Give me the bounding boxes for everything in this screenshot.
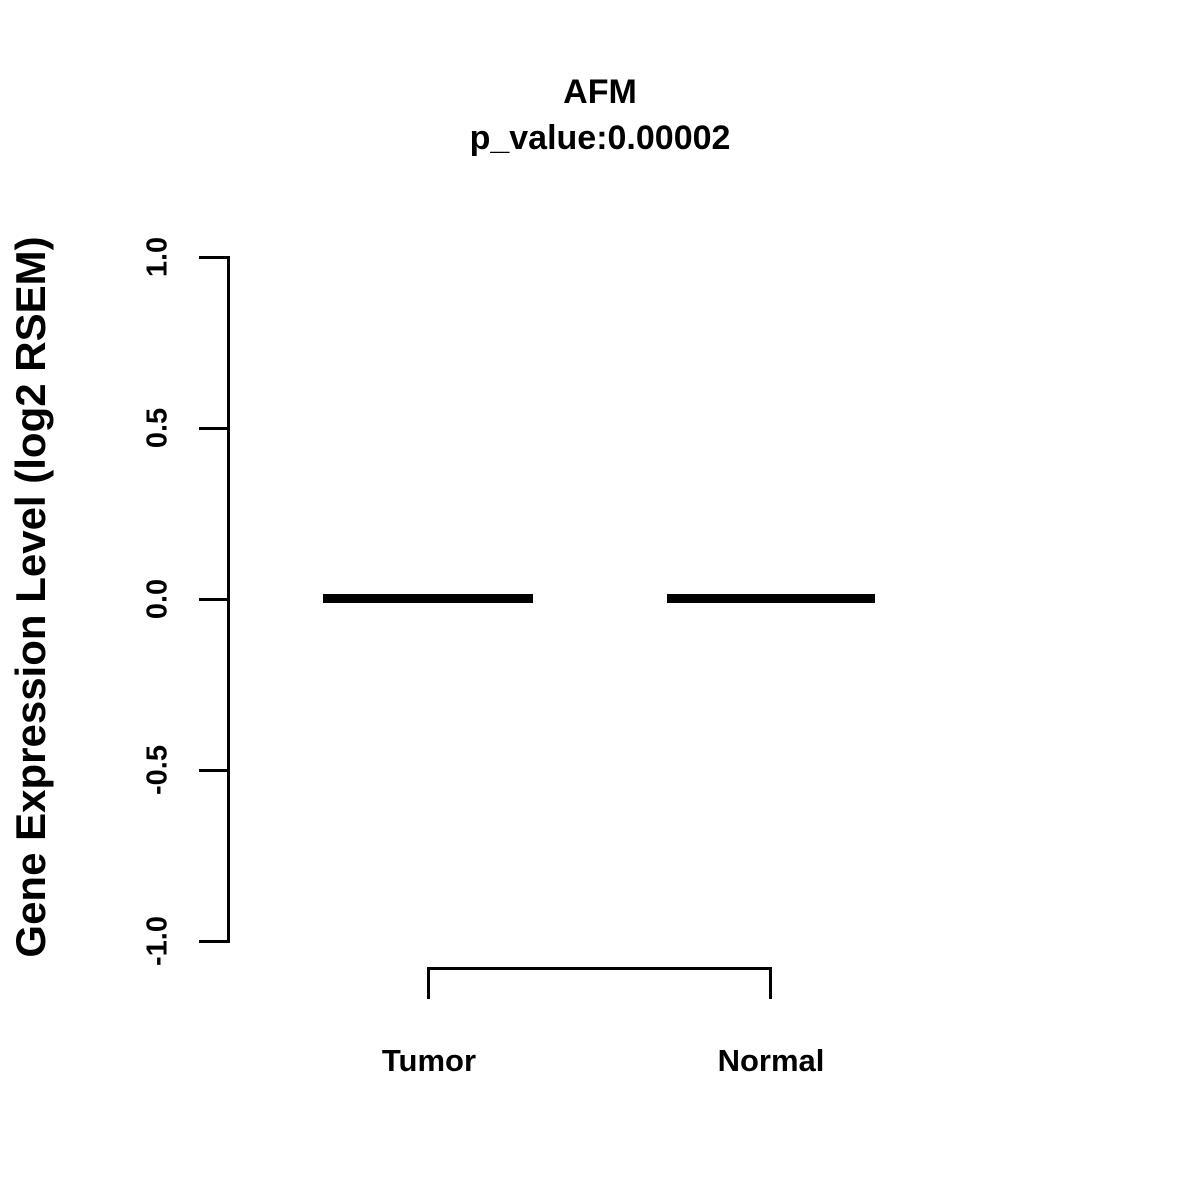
chart-title: AFM: [563, 73, 637, 111]
y-tick-label: 0.5: [141, 407, 174, 449]
y-tick-mark: [199, 256, 229, 259]
y-tick-label: -1.0: [141, 916, 174, 966]
y-tick-mark: [199, 598, 229, 601]
x-category-label-normal: Normal: [717, 1043, 825, 1078]
y-tick-mark: [199, 769, 229, 772]
y-tick-label: -0.5: [141, 745, 174, 795]
median-line-normal: [667, 594, 875, 603]
y-tick-label: 1.0: [141, 236, 174, 278]
y-tick-mark: [199, 940, 229, 943]
y-tick-mark: [199, 427, 229, 430]
median-line-tumor: [323, 594, 533, 603]
chart-subtitle: p_value:0.00002: [469, 119, 731, 157]
x-category-label-tumor: Tumor: [381, 1043, 477, 1078]
y-axis-title: Gene Expression Level (log2 RSEM): [7, 236, 54, 958]
comparison-bracket: [427, 967, 772, 999]
y-tick-label: 0.0: [141, 578, 174, 620]
